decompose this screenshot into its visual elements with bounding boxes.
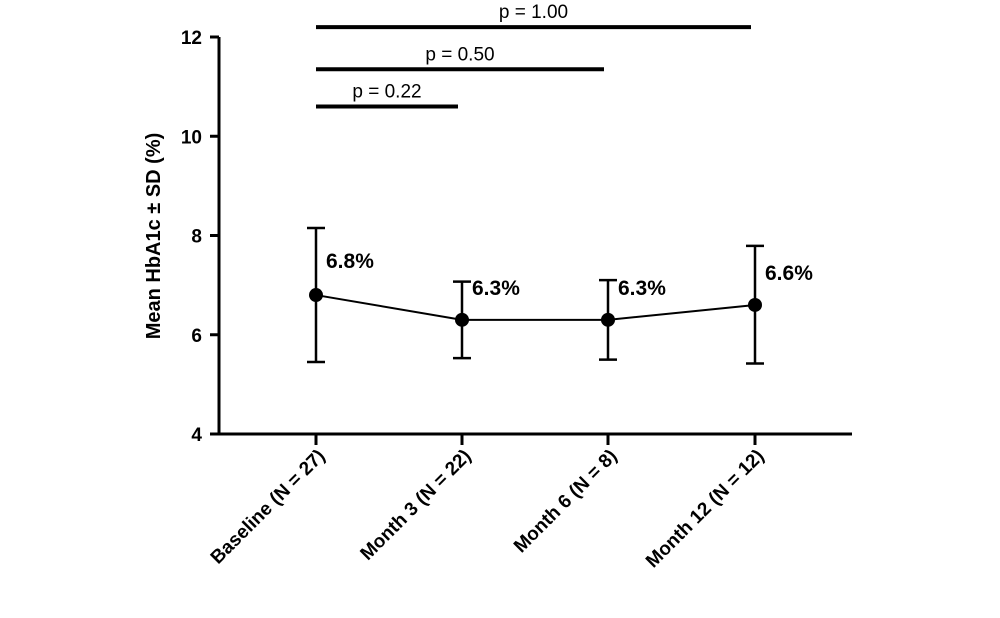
data-label: 6.8%: [326, 250, 374, 273]
y-axis-label: Mean HbA1c ± SD (%): [143, 133, 165, 340]
x-tick-label: Baseline (N = 27): [207, 446, 330, 569]
y-ticks: 4 6 8 10 12: [181, 28, 219, 446]
x-tick-label: Month 3 (N = 22): [357, 446, 476, 565]
x-tick-label: Month 6 (N = 8): [510, 446, 622, 558]
y-tick-label: 12: [181, 28, 202, 49]
series-lines: [315, 294, 756, 321]
data-label: 6.3%: [472, 277, 520, 300]
p-value-label: p = 0.50: [425, 44, 494, 65]
y-tick-label: 10: [181, 127, 202, 148]
x-tick-label: Month 12 (N = 12): [642, 446, 768, 572]
data-label: 6.3%: [618, 277, 666, 300]
p-value-label: p = 0.22: [352, 81, 421, 102]
data-labels: 6.8% 6.3% 6.3% 6.6%: [326, 250, 813, 300]
y-tick-label: 8: [191, 227, 202, 248]
data-point: [601, 312, 615, 327]
p-value-label: p = 1.00: [499, 2, 568, 23]
y-tick-label: 4: [191, 425, 202, 446]
error-bars: [307, 226, 764, 365]
data-point: [748, 297, 762, 312]
data-point: [309, 288, 323, 303]
data-points: [309, 288, 762, 327]
data-label: 6.6%: [765, 262, 813, 285]
y-tick-label: 6: [191, 326, 202, 347]
series-line: [315, 294, 756, 321]
x-ticks: Baseline (N = 27) Month 3 (N = 22) Month 6…: [207, 434, 769, 572]
data-point: [455, 312, 469, 327]
comparison-brackets: p = 0.22p = 0.50p = 1.00: [316, 2, 751, 109]
